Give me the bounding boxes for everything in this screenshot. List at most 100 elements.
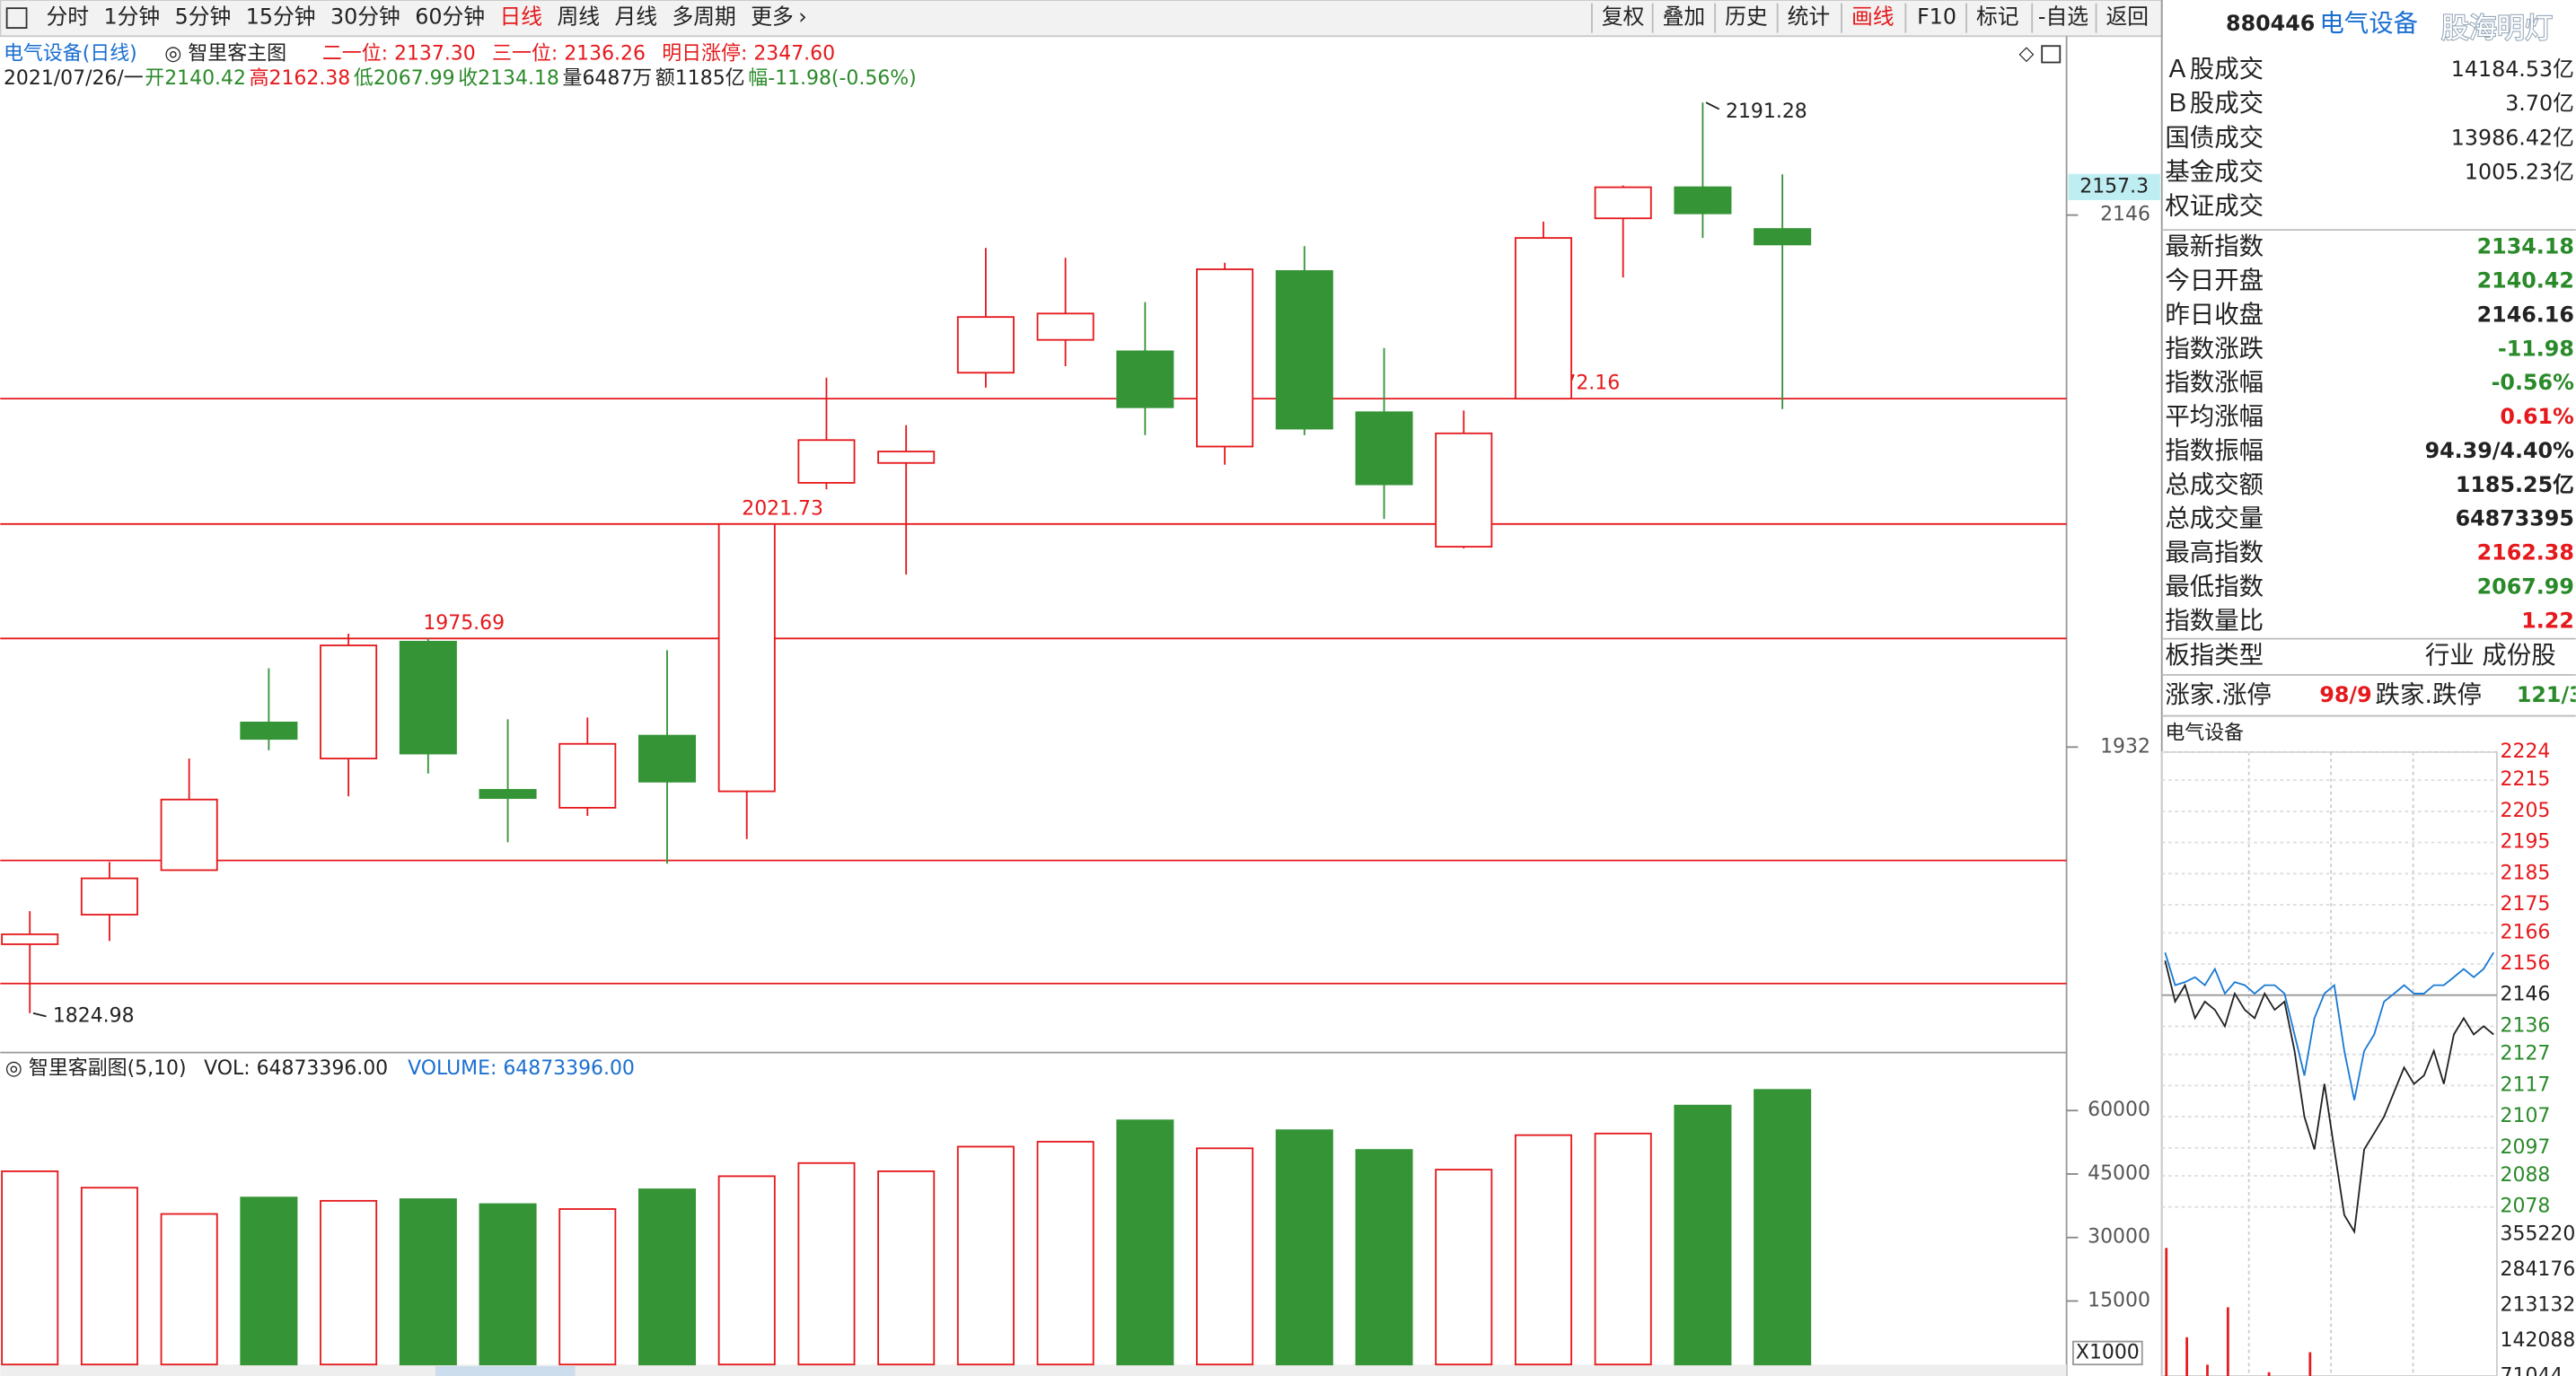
- info-item: 量6487万: [563, 67, 653, 90]
- y-tick-label: 45000: [2088, 1162, 2150, 1185]
- indicator: 三一位: 2136.26: [492, 42, 646, 65]
- candle-body: [797, 439, 856, 484]
- volume-bar: [1, 1170, 59, 1366]
- quote-value: 0.61%: [2500, 404, 2574, 429]
- level-label: 1975.69: [423, 612, 505, 635]
- quote-label: 平均涨幅: [2165, 403, 2264, 431]
- scrollbar[interactable]: [0, 1364, 2067, 1376]
- volume-bar: [637, 1188, 697, 1366]
- y-tick-label: 30000: [2088, 1226, 2150, 1249]
- period-tab[interactable]: 1分钟: [104, 4, 161, 30]
- period-tab[interactable]: 30分钟: [330, 4, 400, 30]
- unit-box: [2072, 1340, 2143, 1366]
- breadth-label: 涨家.涨停: [2165, 681, 2271, 709]
- cursor-box: [2068, 173, 2160, 200]
- quote-value: 2140.42: [2477, 268, 2574, 294]
- sub-title-text: 智里客副图(5,10): [29, 1057, 187, 1080]
- info-item: 开2140.42: [145, 67, 246, 90]
- candle-body: [1594, 186, 1652, 220]
- tool-button[interactable]: 统计: [1788, 4, 1831, 30]
- y-tick-label: 60000: [2088, 1099, 2150, 1121]
- extreme-arrow: [32, 1012, 47, 1018]
- y-tick-label: 2195: [2501, 831, 2551, 854]
- candle-body: [956, 316, 1015, 374]
- quote-label: 指数量比: [2165, 607, 2264, 635]
- period-tab[interactable]: 分时: [47, 4, 90, 30]
- quote-value: 2134.18: [2477, 234, 2574, 259]
- info-item: 高2162.38: [250, 67, 351, 90]
- y-tick-label: 2185: [2501, 862, 2551, 884]
- candle-body: [1435, 432, 1493, 548]
- legend-item: VOLUME: 64873396.00: [408, 1057, 635, 1080]
- quote-value: 94.39/4.40%: [2425, 438, 2574, 463]
- sector-value: 行业 成份股: [2425, 642, 2556, 670]
- candle-body: [1196, 268, 1254, 448]
- minute-line: [2164, 951, 2495, 1100]
- period-tab[interactable]: 日线: [499, 4, 542, 30]
- y-tick-label: 2224: [2501, 741, 2551, 763]
- quote-value: 2146.16: [2477, 302, 2574, 327]
- quote-label: 指数涨幅: [2165, 369, 2264, 397]
- quote-label: 指数涨跌: [2165, 335, 2264, 363]
- volume-bar: [1036, 1141, 1095, 1366]
- menu-icon[interactable]: [5, 7, 28, 30]
- tool-button[interactable]: F10: [1917, 4, 1956, 30]
- quote-label: 最新指数: [2165, 233, 2264, 261]
- breadth-value: 121/3: [2517, 682, 2576, 707]
- tool-button[interactable]: -自选: [2038, 4, 2088, 30]
- quote-value: 1.22: [2521, 608, 2574, 633]
- volume-bar: [1514, 1134, 1572, 1366]
- volume-bar: [320, 1199, 378, 1366]
- period-tab[interactable]: 月线: [614, 4, 657, 30]
- quote-value: 2162.38: [2477, 540, 2574, 565]
- period-tab[interactable]: 更多: [751, 4, 794, 30]
- quote-value: 14184.53亿: [2451, 57, 2574, 82]
- volume-bar: [1196, 1147, 1254, 1366]
- candle-body: [717, 522, 776, 793]
- diamond-icon[interactable]: ◇: [2019, 42, 2035, 65]
- quote-label: 昨日收盘: [2165, 301, 2264, 329]
- period-tab[interactable]: 5分钟: [175, 4, 232, 30]
- quote-label: 总成交额: [2165, 471, 2264, 499]
- tool-button[interactable]: 复权: [1602, 4, 1645, 30]
- volume-bar: [479, 1203, 537, 1366]
- y-tick-label: 2146: [2100, 204, 2150, 226]
- y-tick-label: 2146: [2501, 984, 2551, 1006]
- minute-volume-bar: [2267, 1372, 2271, 1376]
- period-tab[interactable]: 多周期: [672, 4, 735, 30]
- quote-value: 64873395: [2456, 506, 2574, 531]
- quote-value: -11.98: [2498, 336, 2574, 361]
- volume-bar: [1674, 1104, 1732, 1366]
- watermark: 股海明灯: [2441, 13, 2553, 45]
- tool-button[interactable]: 返回: [2106, 4, 2150, 30]
- chart-subtitle: ◎ 智里客主图: [164, 42, 286, 65]
- y-tick-label: 71044: [2501, 1365, 2563, 1376]
- quote-value: 13986.42亿: [2451, 125, 2574, 150]
- info-item: 收2134.18: [458, 67, 559, 90]
- window-icon[interactable]: [2041, 45, 2062, 64]
- tool-button[interactable]: 历史: [1725, 4, 1768, 30]
- minute-line: [2164, 960, 2494, 1234]
- breadth-row: 涨家.涨停 98/9跌家.跌停 121/3: [2165, 681, 2576, 709]
- indicator: 二一位: 2137.30: [322, 42, 476, 65]
- period-tab[interactable]: 15分钟: [246, 4, 316, 30]
- tool-button[interactable]: 标记: [1976, 4, 2019, 30]
- scroll-thumb[interactable]: [435, 1366, 576, 1376]
- y-tick-label: 2136: [2501, 1014, 2551, 1037]
- candle-body: [1674, 186, 1732, 215]
- candle-body: [160, 798, 218, 872]
- tool-button[interactable]: 画线: [1851, 4, 1895, 30]
- quote-label: Ｂ股成交: [2165, 90, 2264, 118]
- y-tick-label: 2117: [2501, 1074, 2551, 1096]
- candle-body: [637, 734, 697, 783]
- y-tick-label: 2107: [2501, 1105, 2551, 1127]
- volume-bar: [797, 1161, 856, 1366]
- minute-volume-bar: [2165, 1248, 2168, 1376]
- quote-label: 国债成交: [2165, 124, 2264, 152]
- period-tab[interactable]: 周线: [557, 4, 600, 30]
- quote-label: 今日开盘: [2165, 267, 2264, 295]
- sector-label: 板指类型: [2165, 642, 2264, 670]
- more-chevron[interactable]: ›: [798, 4, 807, 30]
- period-tab[interactable]: 60分钟: [415, 4, 485, 30]
- tool-button[interactable]: 叠加: [1663, 4, 1706, 30]
